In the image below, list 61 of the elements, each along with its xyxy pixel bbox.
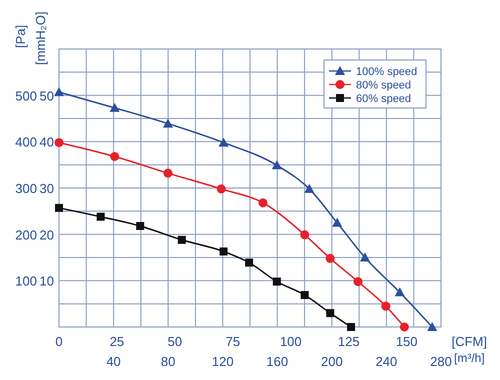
point <box>326 309 334 318</box>
x2-tick-label: 160 <box>266 354 288 369</box>
y2-axis-title: [mmH₂O] <box>33 12 48 65</box>
y2-tick-label: 30 <box>40 181 54 196</box>
point <box>304 184 314 193</box>
x-tick-label: 25 <box>110 334 124 349</box>
point <box>54 138 64 148</box>
x-tick-label: 125 <box>338 334 360 349</box>
y-axis-title: [Pa] <box>13 24 28 48</box>
x2-tick-label: 280 <box>430 354 452 369</box>
point <box>216 184 226 194</box>
point <box>110 152 120 161</box>
point <box>300 291 309 300</box>
point <box>163 168 172 178</box>
point <box>55 204 63 212</box>
legend-label: 100% speed <box>356 66 418 78</box>
point <box>54 87 64 96</box>
y-tick-label: 400 <box>15 134 37 150</box>
point <box>332 218 342 227</box>
y2-tick-label: 50 <box>40 88 54 104</box>
y-tick-label: 300 <box>15 181 37 196</box>
point <box>326 254 335 263</box>
point <box>258 198 268 208</box>
point <box>347 323 356 331</box>
point <box>381 302 390 311</box>
x2-tick-label: 240 <box>376 354 398 369</box>
point <box>245 258 254 267</box>
x-axis-title: [CFM] <box>452 334 487 349</box>
point <box>300 230 310 240</box>
point <box>136 222 144 230</box>
legend-label: 80% speed <box>356 80 412 92</box>
point <box>427 322 438 331</box>
x2-tick-label: 40 <box>106 354 121 369</box>
point <box>394 287 405 296</box>
point <box>218 138 229 147</box>
y-tick-label: 100 <box>15 274 37 289</box>
x-tick-label: 0 <box>55 334 63 349</box>
y2-tick-label: 20 <box>40 227 54 242</box>
y2-tick-label: 40 <box>40 134 54 150</box>
point <box>272 160 282 170</box>
x-tick-label: 100 <box>280 334 302 349</box>
x2-tick-label: 200 <box>321 354 343 369</box>
legend-label: 60% speed <box>356 93 412 105</box>
x-tick-label: 50 <box>168 334 182 349</box>
x2-tick-label: 80 <box>160 354 176 369</box>
point <box>220 247 228 256</box>
x2-axis-title: [m³/h] <box>454 351 485 365</box>
point <box>162 118 173 128</box>
x2-tick-label: 120 <box>212 354 234 369</box>
x-tick-label: 75 <box>226 334 240 349</box>
y-tick-label: 500 <box>15 88 37 104</box>
point <box>272 278 281 286</box>
point <box>360 252 370 262</box>
point <box>96 212 105 221</box>
y2-tick-label: 10 <box>40 274 54 289</box>
point <box>178 236 186 244</box>
y-tick-label: 200 <box>15 227 37 242</box>
point <box>354 277 363 286</box>
point <box>110 102 120 112</box>
x-tick-label: 150 <box>396 334 418 349</box>
point <box>400 322 409 332</box>
